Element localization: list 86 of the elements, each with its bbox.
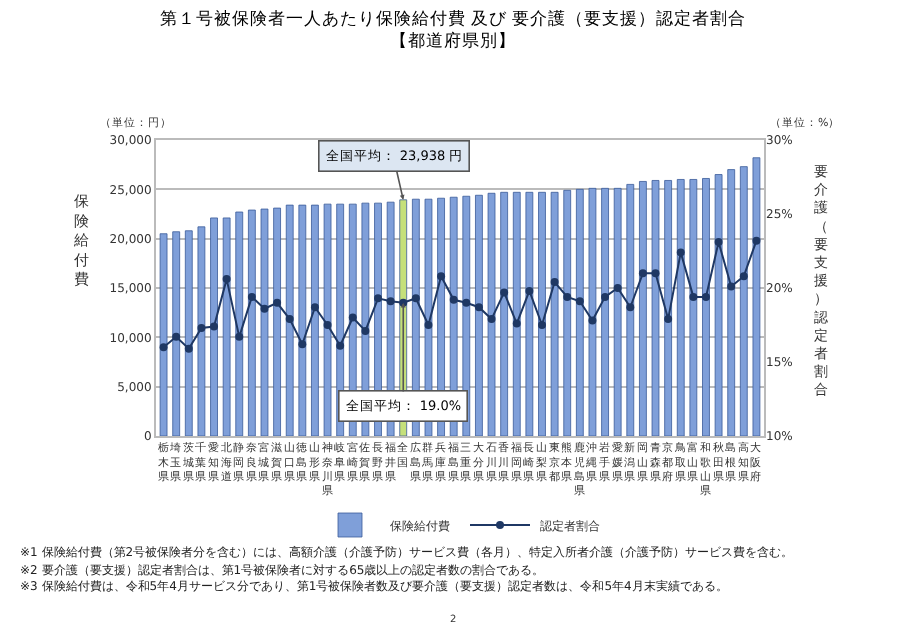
bar	[487, 192, 496, 436]
bar	[575, 188, 584, 436]
point	[361, 326, 370, 335]
point	[651, 269, 660, 278]
point	[437, 272, 446, 281]
bar	[248, 209, 256, 436]
bar	[260, 208, 269, 436]
point	[273, 298, 282, 307]
point	[626, 303, 635, 312]
bar	[512, 191, 521, 436]
bar	[210, 217, 218, 436]
point	[727, 282, 736, 291]
point	[474, 303, 483, 312]
bar	[475, 194, 483, 436]
point	[563, 292, 572, 301]
point	[538, 321, 546, 329]
point	[235, 332, 244, 341]
point	[525, 286, 534, 295]
point	[701, 292, 710, 301]
bar	[172, 231, 181, 436]
point	[676, 248, 685, 257]
point	[588, 316, 597, 325]
point	[374, 294, 382, 303]
point	[500, 288, 509, 297]
point	[664, 315, 673, 324]
point	[210, 322, 219, 331]
point	[298, 340, 307, 349]
bar	[235, 211, 244, 436]
point	[411, 294, 420, 303]
bar	[563, 189, 572, 436]
bar	[550, 191, 559, 436]
bar	[197, 226, 206, 436]
bar	[714, 174, 723, 436]
bar	[323, 203, 332, 436]
point	[184, 344, 193, 353]
point	[487, 315, 496, 324]
point	[462, 298, 471, 307]
chart-subtitle: 【都道府県別】	[390, 30, 516, 53]
chart-title: 第１号被保険者一人あたり保険給付費 及び 要介護（要支援）認定者割合	[159, 8, 747, 30]
bar	[311, 204, 319, 436]
bar	[298, 204, 307, 436]
point	[222, 275, 231, 284]
bar	[538, 191, 546, 436]
point	[159, 343, 168, 352]
bar	[639, 181, 647, 436]
bar	[222, 217, 231, 436]
bar	[651, 180, 660, 436]
point	[601, 292, 610, 301]
point	[449, 295, 458, 304]
point	[638, 269, 647, 278]
bar	[689, 179, 698, 436]
bar	[525, 191, 534, 436]
bar	[727, 169, 736, 436]
bar	[626, 184, 635, 436]
bar	[601, 187, 609, 436]
point	[172, 332, 181, 341]
point	[386, 297, 395, 306]
point	[310, 303, 319, 312]
point	[714, 238, 723, 247]
bar	[184, 230, 193, 436]
point	[575, 297, 584, 306]
bar	[739, 166, 748, 436]
point	[613, 284, 622, 292]
bar	[752, 157, 761, 436]
point	[323, 321, 332, 329]
bar	[588, 187, 597, 436]
bar	[500, 191, 509, 436]
point	[752, 236, 761, 245]
point	[285, 315, 294, 324]
bar	[664, 180, 672, 436]
point	[512, 319, 521, 328]
point	[689, 292, 698, 301]
point	[424, 321, 433, 329]
point	[550, 278, 559, 287]
bar	[676, 179, 685, 436]
bar	[159, 233, 168, 436]
bar	[613, 187, 622, 436]
bar	[285, 204, 294, 436]
bar	[702, 178, 710, 436]
point	[247, 292, 256, 301]
point	[348, 313, 357, 322]
point	[260, 304, 269, 313]
bar	[273, 207, 281, 436]
point	[197, 323, 206, 332]
point	[336, 341, 345, 350]
point	[739, 272, 748, 281]
